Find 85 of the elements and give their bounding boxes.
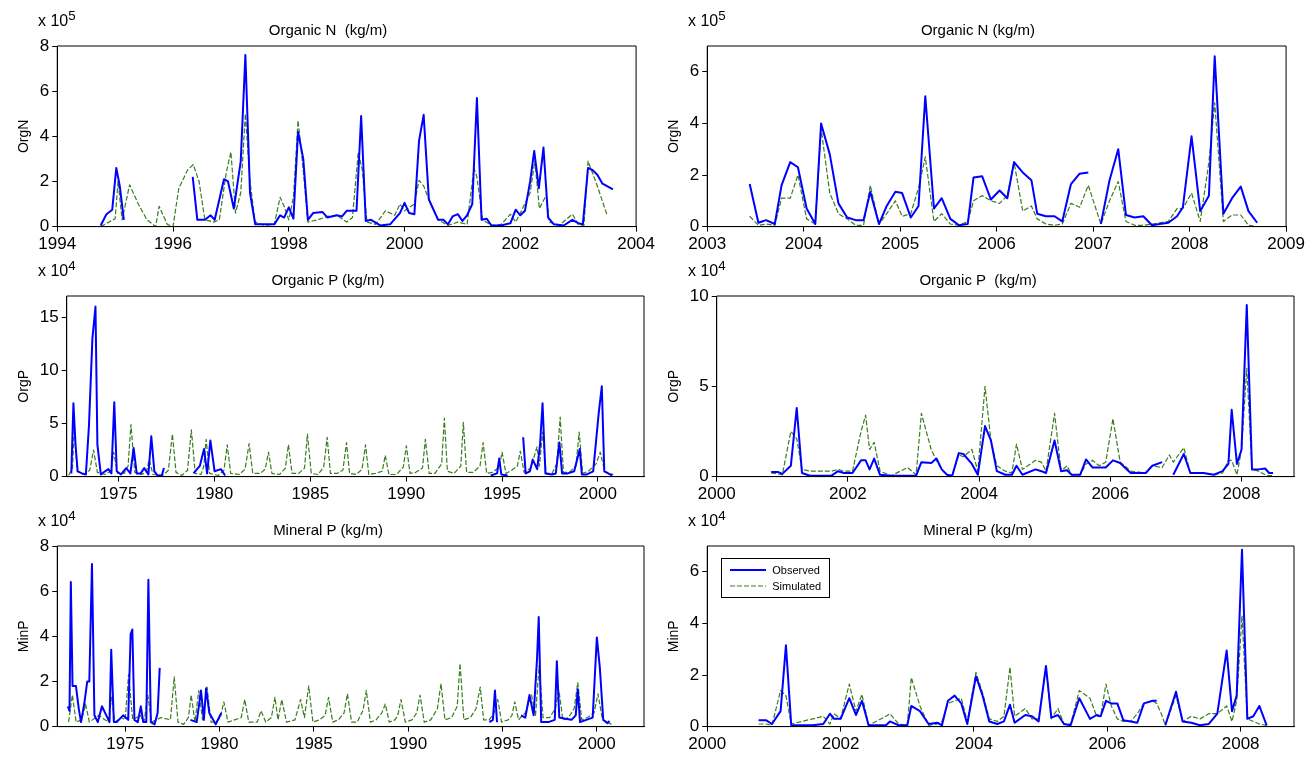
y-tick-label: 0 bbox=[699, 466, 709, 486]
y-tick-label: 4 bbox=[689, 613, 700, 633]
legend-label: Observed bbox=[772, 563, 820, 578]
y-axis-title: OrgP bbox=[665, 369, 682, 403]
x-tick-label: 1980 bbox=[195, 484, 234, 504]
y-tick-label: 0 bbox=[689, 216, 700, 236]
x-tick-label: 1996 bbox=[154, 234, 192, 254]
y-tick-label: 2 bbox=[689, 164, 700, 184]
y-tick-label: 2 bbox=[39, 171, 50, 191]
text: x 10$^{4}$ bbox=[688, 508, 726, 531]
chart-title: Organic P (kg/m) bbox=[919, 271, 1037, 289]
y-tick-label: 0 bbox=[49, 466, 59, 486]
x-tick-label: 1990 bbox=[389, 734, 428, 754]
y-tick-label: 4 bbox=[39, 125, 50, 145]
x-tick-label: 2007 bbox=[1074, 234, 1113, 254]
y-tick-label: 5 bbox=[49, 413, 59, 433]
x-tick-label: 1980 bbox=[200, 734, 239, 754]
line-series bbox=[100, 113, 608, 227]
x-tick-label: 2002 bbox=[821, 734, 860, 754]
y-tick-label: 2 bbox=[689, 664, 700, 684]
y-tick-label: 0 bbox=[39, 716, 50, 736]
x-tick-label: 1975 bbox=[99, 484, 138, 504]
y-axis-title: MinP bbox=[15, 620, 32, 653]
y-tick-label: 5 bbox=[699, 375, 709, 395]
x-tick-label: 2008 bbox=[1221, 734, 1260, 754]
x-tick-label: 1990 bbox=[387, 484, 426, 504]
text: x 10$^{5}$ bbox=[688, 8, 726, 31]
line-series bbox=[770, 367, 1274, 477]
line-series bbox=[758, 615, 1268, 726]
x-tick-label: 1985 bbox=[291, 484, 330, 504]
x-tick-label: 2004 bbox=[955, 734, 993, 754]
x-tick-label: 2009 bbox=[1267, 234, 1305, 254]
x-tick-label: 2000 bbox=[385, 234, 424, 254]
chart-title: Organic N (kg/m) bbox=[268, 21, 388, 39]
y-tick-label: 8 bbox=[39, 535, 50, 555]
y-tick-label: 0 bbox=[689, 716, 700, 736]
y-axis-title: OrgP bbox=[15, 369, 32, 403]
x-tick-label: 2002 bbox=[829, 484, 867, 504]
x-tick-label: 2000 bbox=[697, 484, 736, 504]
x-tick-label: 2003 bbox=[688, 234, 727, 254]
y-axis-title: MinP bbox=[665, 620, 682, 653]
chart-title: Mineral P (kg/m) bbox=[923, 521, 1033, 539]
x-tick-label: 1998 bbox=[269, 234, 308, 254]
x-tick-label: 2004 bbox=[960, 484, 999, 504]
y-tick-label: 6 bbox=[689, 61, 700, 81]
y-tick-label: 6 bbox=[689, 561, 700, 581]
x-tick-label: 2004 bbox=[784, 234, 823, 254]
x-tick-label: 2006 bbox=[977, 234, 1016, 254]
line-series bbox=[67, 662, 613, 725]
y-tick-label: 10 bbox=[39, 360, 59, 380]
line-series bbox=[68, 416, 614, 477]
x-tick-label: 2004 bbox=[617, 234, 655, 254]
x-tick-label: 2000 bbox=[688, 734, 727, 754]
x-tick-label: 2006 bbox=[1088, 734, 1127, 754]
text: x 10$^{4}$ bbox=[38, 258, 76, 281]
text: x 10$^{4}$ bbox=[688, 258, 726, 281]
y-tick-label: 6 bbox=[39, 580, 50, 600]
y-axis-title: OrgN bbox=[665, 119, 682, 154]
x-tick-label: 2002 bbox=[501, 234, 540, 254]
y-tick-label: 15 bbox=[39, 306, 59, 326]
x-tick-label: 1985 bbox=[294, 734, 333, 754]
y-tick-label: 2 bbox=[39, 671, 50, 691]
x-tick-label: 2000 bbox=[577, 734, 616, 754]
y-tick-label: 10 bbox=[689, 285, 709, 305]
x-tick-label: 2006 bbox=[1091, 484, 1130, 504]
x-tick-label: 1994 bbox=[38, 234, 77, 254]
y-axis-title: OrgN bbox=[15, 119, 32, 154]
y-tick-label: 4 bbox=[39, 625, 50, 645]
x-tick-label: 1995 bbox=[483, 484, 521, 504]
y-tick-label: 0 bbox=[39, 216, 50, 236]
text: x 10$^{5}$ bbox=[38, 8, 76, 31]
chart-title: Organic N (kg/m) bbox=[920, 21, 1036, 39]
x-tick-label: 2008 bbox=[1170, 234, 1209, 254]
x-tick-label: 2008 bbox=[1222, 484, 1261, 504]
chart-title: Organic P (kg/m) bbox=[271, 271, 385, 289]
x-tick-label: 2000 bbox=[579, 484, 617, 504]
text: x 10$^{4}$ bbox=[38, 508, 76, 531]
y-tick-label: 4 bbox=[689, 113, 700, 133]
x-tick-label: 1975 bbox=[106, 734, 145, 754]
x-tick-label: 1995 bbox=[483, 734, 522, 754]
legend-label: Simulated bbox=[772, 579, 822, 594]
x-tick-label: 2005 bbox=[881, 234, 920, 254]
chart-title: Mineral P (kg/m) bbox=[273, 521, 383, 539]
y-tick-label: 8 bbox=[39, 35, 50, 55]
y-tick-label: 6 bbox=[39, 80, 50, 100]
